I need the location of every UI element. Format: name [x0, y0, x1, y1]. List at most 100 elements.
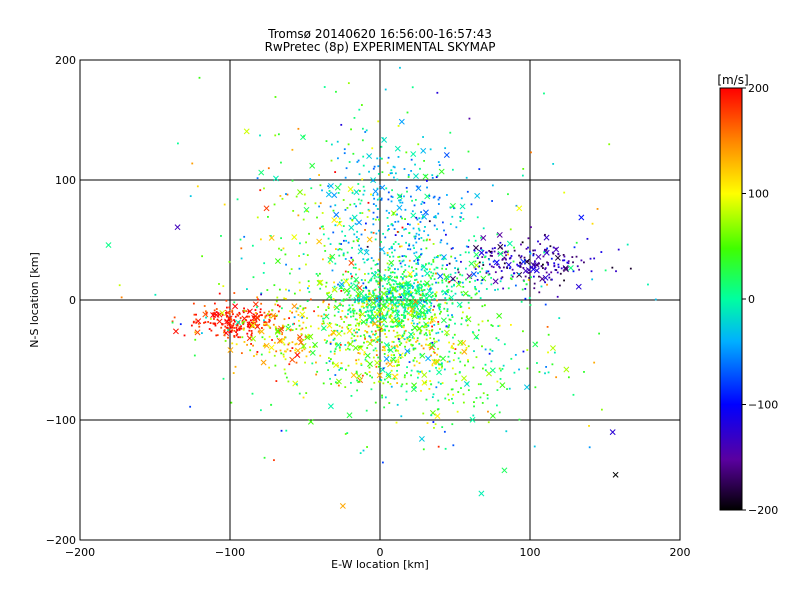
x-axis-label: E-W location [km]: [331, 558, 429, 571]
data-point-dot: [519, 256, 522, 259]
data-point-dot: [344, 315, 347, 318]
data-point-dot: [449, 131, 452, 134]
data-point-dot: [368, 292, 371, 295]
data-point-dot: [364, 131, 367, 133]
data-point-cross: [366, 236, 373, 243]
data-point-dot: [398, 303, 401, 306]
data-point-dot: [418, 290, 421, 293]
data-point-dot: [505, 254, 507, 257]
data-point-dot: [361, 300, 363, 303]
data-point-dot: [432, 350, 435, 353]
data-point-dot: [285, 193, 287, 195]
data-point-dot: [305, 326, 308, 329]
data-point-dot: [381, 317, 384, 320]
data-point-dot: [329, 243, 332, 245]
data-point-dot: [471, 331, 474, 333]
data-point-dot: [389, 383, 392, 385]
data-point-dot: [417, 284, 420, 287]
data-point-dot: [395, 359, 398, 362]
data-point-dot: [516, 263, 519, 266]
data-point-dot: [392, 329, 395, 332]
data-point-cross: [270, 312, 277, 319]
data-point-cross: [369, 317, 376, 324]
data-point-dot: [480, 236, 482, 239]
data-point-dot: [400, 245, 403, 248]
data-point-dot: [419, 221, 422, 223]
data-point-dot: [173, 316, 176, 319]
data-point-cross: [355, 373, 362, 380]
data-point-dot: [544, 267, 547, 270]
data-point-dot: [426, 322, 429, 324]
data-point-dot: [256, 306, 258, 309]
data-point-dot: [316, 216, 318, 219]
data-point-dot: [414, 386, 417, 389]
data-point-dot: [418, 293, 421, 296]
data-point-dot: [481, 402, 484, 404]
data-point-dot: [264, 321, 267, 324]
data-point-cross: [459, 203, 466, 210]
data-point-dot: [363, 189, 366, 192]
data-point-dot: [418, 255, 421, 258]
data-point-cross: [353, 296, 360, 303]
data-point-dot: [393, 356, 396, 359]
data-point-dot: [391, 320, 394, 323]
data-point-dot: [380, 379, 383, 382]
data-point-dot: [356, 322, 359, 325]
data-point-dot: [225, 326, 228, 329]
data-point-dot: [475, 288, 477, 291]
data-point-dot: [373, 277, 376, 280]
data-point-dot: [557, 253, 560, 256]
data-point-cross: [353, 276, 360, 283]
data-point-dot: [451, 397, 453, 400]
data-point-dot: [321, 212, 324, 214]
data-point-dot: [351, 304, 354, 307]
data-point-dot: [365, 360, 368, 362]
data-point-dot: [459, 360, 462, 363]
data-point-dot: [357, 198, 360, 201]
data-point-dot: [476, 278, 479, 281]
data-point-dot: [334, 204, 337, 207]
data-point-dot: [408, 361, 411, 363]
data-point-dot: [590, 270, 593, 273]
data-point-dot: [421, 275, 424, 277]
data-point-dot: [276, 314, 278, 317]
data-point-dot: [520, 300, 523, 303]
data-point-dot: [558, 284, 561, 287]
data-point-dot: [473, 405, 475, 408]
chart-title: Tromsø 20140620 16:56:00-16:57:43: [267, 27, 492, 41]
data-point-dot: [393, 271, 396, 274]
data-point-dot: [530, 276, 532, 279]
data-point-dot: [420, 287, 423, 289]
data-point-dot: [438, 363, 440, 366]
data-point-cross: [391, 373, 398, 380]
data-point-dot: [442, 258, 445, 261]
data-point-dot: [431, 294, 434, 297]
data-point-dot: [440, 310, 442, 313]
data-point-dot: [315, 272, 318, 275]
data-point-cross: [329, 253, 336, 260]
data-point-dot: [394, 304, 397, 307]
data-point-dot: [287, 343, 290, 346]
data-point-dot: [419, 297, 422, 299]
data-point-dot: [301, 308, 304, 311]
data-point-cross: [411, 324, 418, 331]
data-point-dot: [426, 302, 428, 305]
data-point-dot: [407, 248, 409, 251]
data-point-dot: [382, 367, 385, 370]
data-point-dot: [403, 305, 406, 307]
data-point-dot: [209, 322, 212, 324]
data-point-dot: [547, 333, 550, 336]
data-point-dot: [267, 324, 270, 327]
data-point-cross: [426, 288, 433, 295]
data-point-dot: [405, 255, 407, 258]
data-point-dot: [333, 337, 336, 340]
data-point-dot: [333, 329, 336, 332]
data-point-dot: [426, 312, 429, 315]
data-point-dot: [552, 163, 555, 165]
data-point-cross: [496, 231, 503, 238]
data-point-dot: [421, 315, 424, 318]
data-point-dot: [459, 306, 462, 308]
data-point-dot: [213, 302, 216, 305]
data-point-dot: [282, 326, 284, 329]
data-point-dot: [420, 311, 422, 314]
